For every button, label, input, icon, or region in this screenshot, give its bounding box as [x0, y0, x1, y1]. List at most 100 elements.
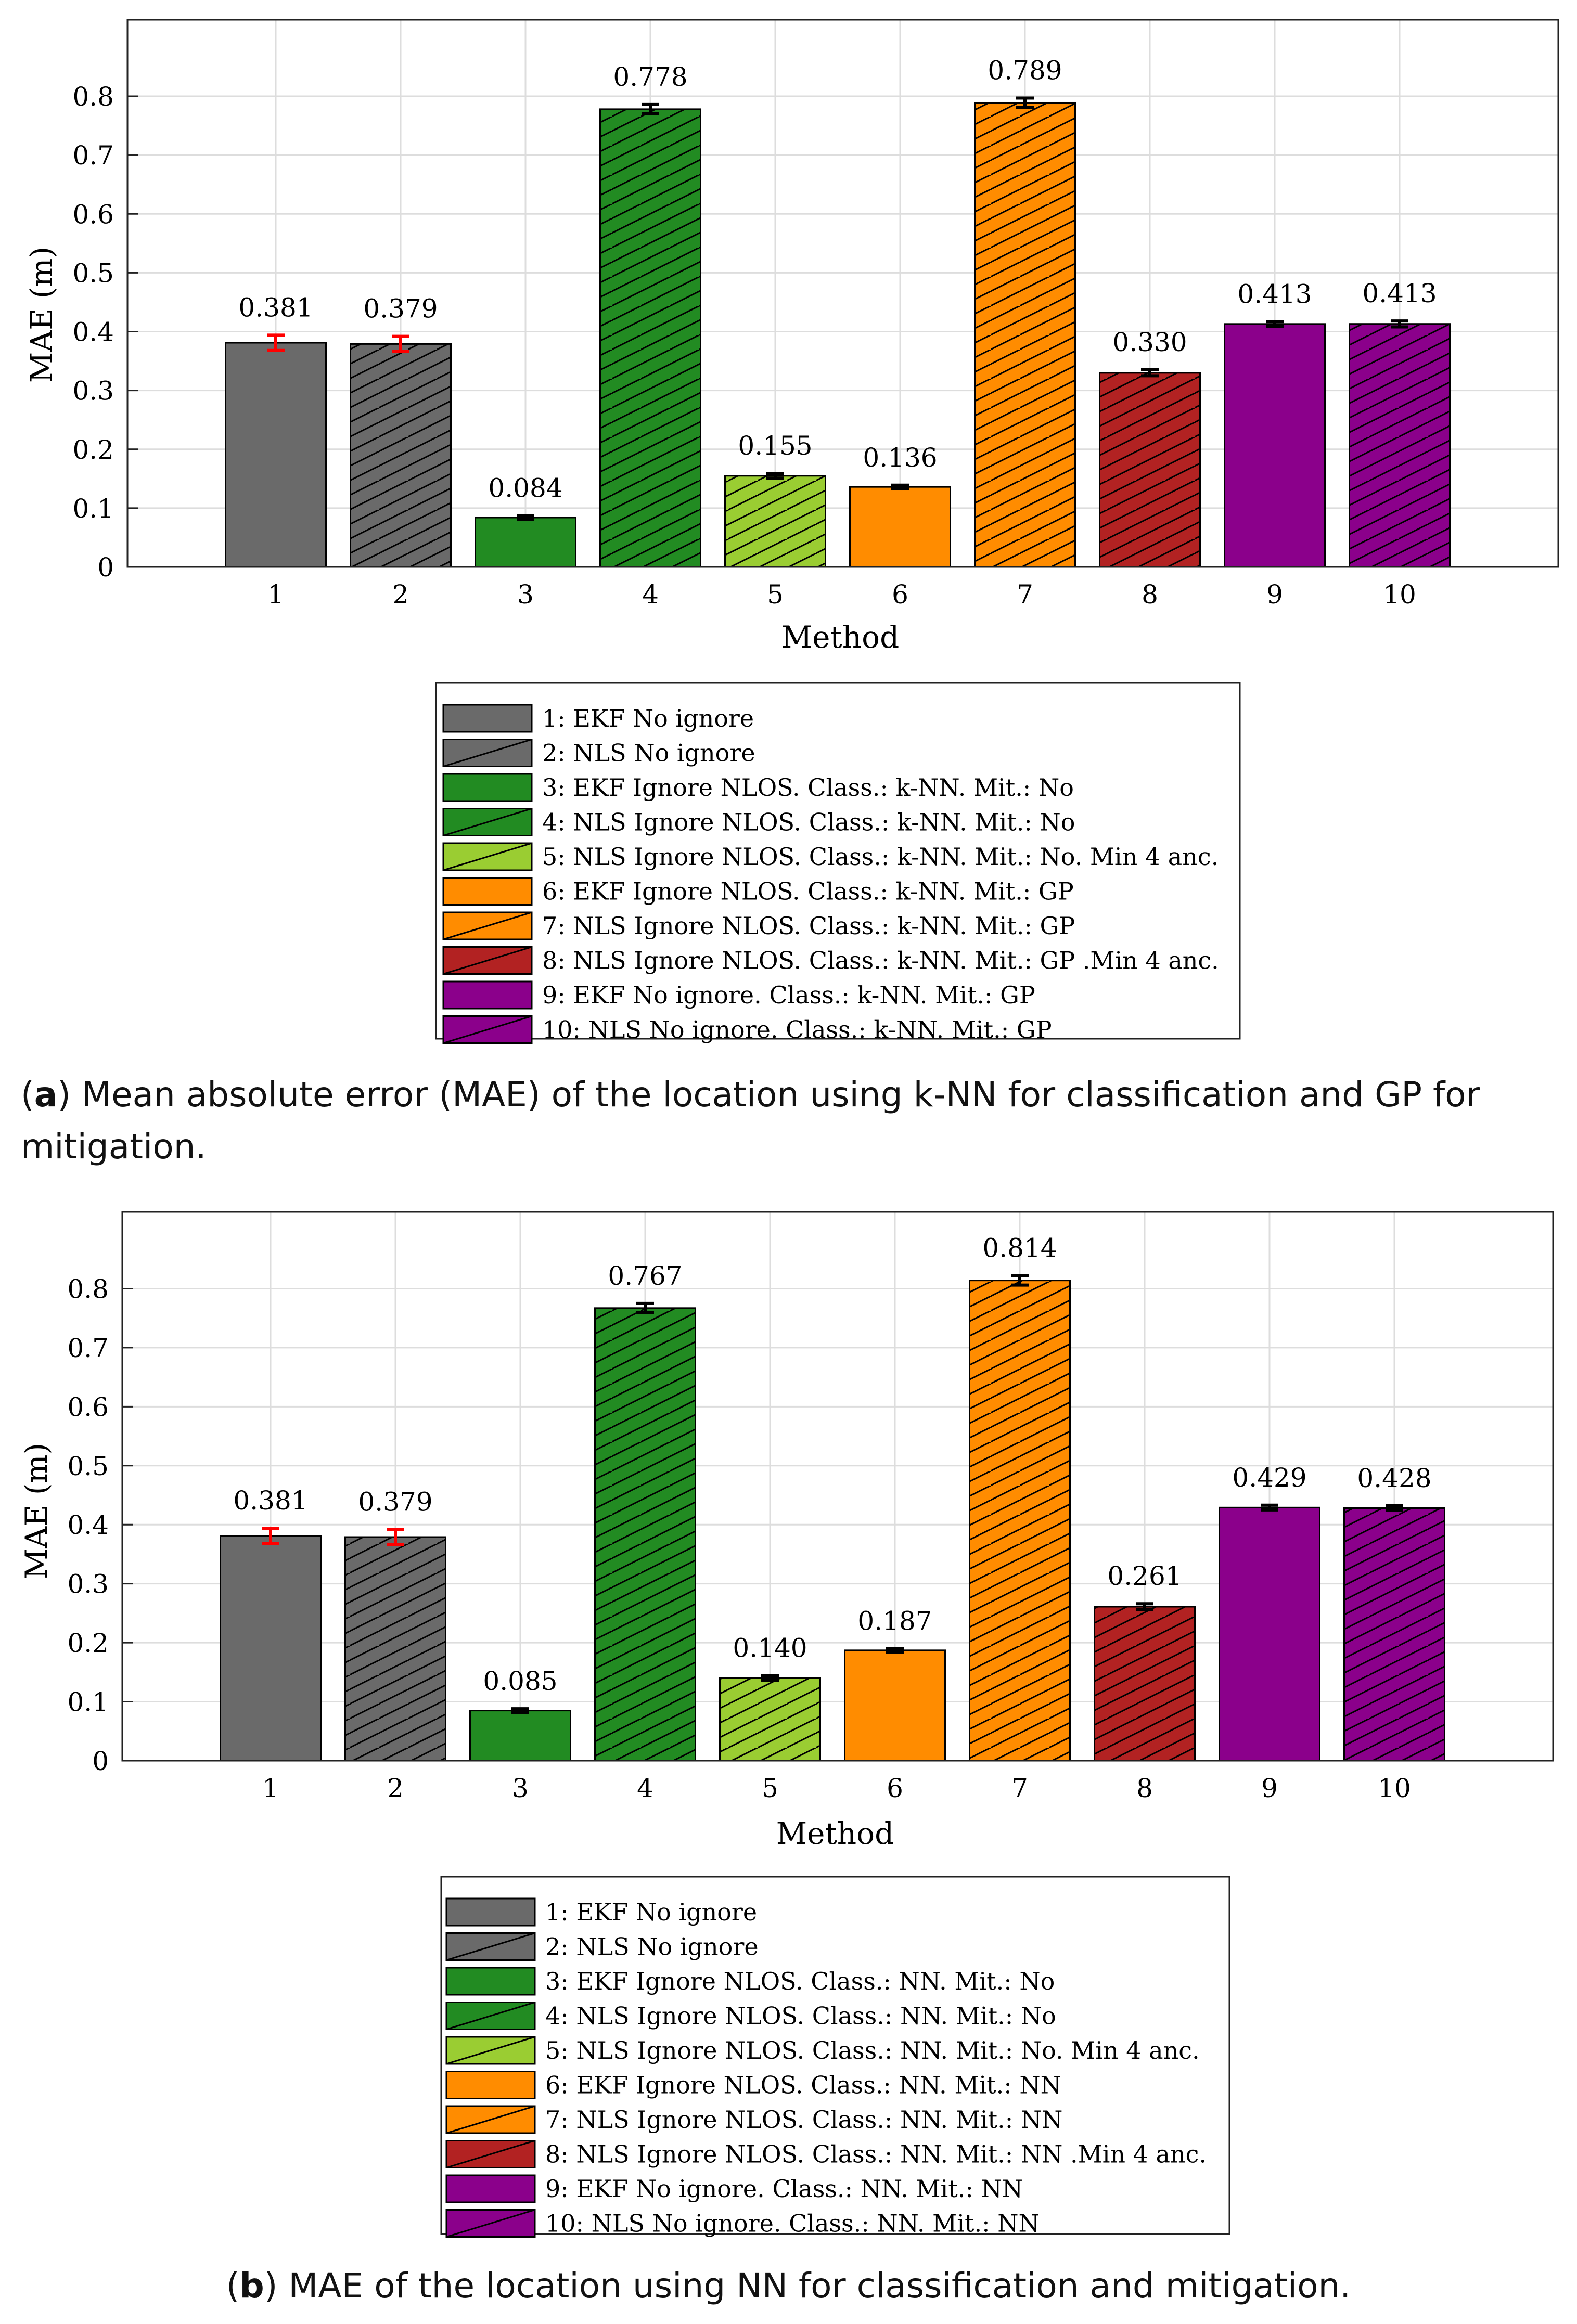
ylabel-a: MAE (m) — [24, 247, 59, 383]
bar — [225, 342, 327, 568]
caption-a-label: a — [34, 1075, 58, 1115]
bar-hatch — [594, 1307, 696, 1762]
legend-entry: 6: EKF Ignore NLOS. Class.: k-NN. Mit.: … — [542, 877, 1074, 906]
data-label: 0.136 — [863, 443, 937, 473]
bar — [844, 1649, 946, 1762]
legend-entry: 5: NLS Ignore NLOS. Class.: NN. Mit.: No… — [545, 2036, 1200, 2064]
legend-entry: 10: NLS No ignore. Class.: NN. Mit.: NN — [545, 2210, 1040, 2238]
y-tick-label: 0.4 — [67, 1510, 109, 1540]
data-label: 0.429 — [1232, 1463, 1306, 1493]
error-bar — [642, 102, 659, 115]
x-tick-label: 5 — [762, 1773, 778, 1803]
data-label: 0.381 — [233, 1486, 307, 1516]
error-bar — [262, 1527, 279, 1545]
error-bar — [1011, 1274, 1029, 1287]
legend-entry: 9: EKF No ignore. Class.: k-NN. Mit.: GP — [542, 981, 1035, 1009]
y-tick-label: 0.3 — [67, 1569, 109, 1599]
bar-hatch — [719, 1677, 821, 1762]
error-bar — [267, 333, 285, 352]
error-bar — [392, 334, 409, 353]
error-bar — [517, 514, 534, 521]
x-tick-label: 6 — [887, 1773, 903, 1803]
error-bar — [886, 1647, 904, 1654]
legend-swatch — [445, 2174, 536, 2203]
bar — [475, 517, 576, 568]
y-tick-label: 0.1 — [72, 494, 114, 524]
data-label: 0.085 — [483, 1666, 557, 1696]
x-tick-label: 1 — [262, 1773, 279, 1803]
legend-box — [435, 682, 1241, 1040]
x-tick-label: 4 — [637, 1773, 653, 1803]
error-bar — [1136, 1602, 1153, 1611]
y-tick-label: 0.6 — [72, 199, 114, 229]
caption-a-text: Mean absolute error (MAE) of the locatio… — [21, 1075, 1480, 1167]
y-tick-label: 0.5 — [72, 258, 114, 288]
xlabel-a: Method — [781, 619, 899, 655]
x-tick-label: 7 — [1017, 579, 1033, 610]
error-bar — [511, 1707, 529, 1714]
y-tick-label: 0.4 — [72, 317, 114, 347]
data-label: 0.261 — [1107, 1561, 1182, 1591]
legend-entry: 3: EKF Ignore NLOS. Class.: NN. Mit.: No — [545, 1967, 1055, 1995]
legend-swatch — [445, 1967, 536, 1996]
legend-entry: 2: NLS No ignore — [542, 739, 755, 767]
data-label: 0.381 — [238, 292, 313, 322]
error-bar — [1261, 1503, 1278, 1512]
caption-b-label: b — [239, 2266, 264, 2306]
bar — [1219, 1506, 1320, 1762]
error-bar — [1386, 1504, 1403, 1513]
legend-swatch — [445, 1897, 536, 1927]
legend-entry: 1: EKF No ignore — [545, 1898, 757, 1926]
legend: 1: EKF No ignore 2: NLS No ignore 3: EKF I… — [440, 1876, 1230, 2238]
x-tick-label: 7 — [1011, 1773, 1028, 1803]
caption-b-text: MAE of the location using NN for classif… — [277, 2266, 1351, 2306]
legend-entry: 6: EKF Ignore NLOS. Class.: NN. Mit.: NN — [545, 2071, 1061, 2099]
x-tick-label: 2 — [392, 579, 409, 610]
caption-b: (b) MAE of the location using NN for cla… — [226, 2266, 1351, 2306]
y-tick-label: 0 — [92, 1746, 109, 1776]
legend-swatch-hatch — [443, 739, 532, 767]
bar-hatch — [724, 475, 826, 568]
legend: 1: EKF No ignore 2: NLS No ignore 3: EKF I… — [435, 682, 1241, 1044]
legend-entry: 8: NLS Ignore NLOS. Class.: k-NN. Mit.: … — [542, 947, 1219, 975]
data-label: 0.413 — [1237, 279, 1312, 309]
x-tick-label: 8 — [1142, 579, 1158, 610]
bar-hatch — [1094, 1606, 1196, 1762]
legend-swatch — [442, 980, 533, 1010]
y-tick-label: 0 — [97, 552, 114, 583]
data-label: 0.767 — [608, 1261, 682, 1291]
x-tick-label: 3 — [517, 579, 534, 610]
bar — [849, 486, 951, 568]
legend-swatch-hatch — [446, 2140, 535, 2168]
data-label: 0.187 — [857, 1606, 932, 1636]
data-label: 0.379 — [363, 294, 438, 324]
legend-swatch — [445, 2071, 536, 2099]
x-tick-label: 9 — [1266, 579, 1283, 610]
axes-box — [126, 19, 1559, 568]
bar-hatch — [1343, 1507, 1445, 1762]
x-tick-label: 5 — [767, 579, 784, 610]
legend-entry: 7: NLS Ignore NLOS. Class.: NN. Mit.: NN — [545, 2106, 1062, 2134]
legend-entry: 4: NLS Ignore NLOS. Class.: NN. Mit.: No — [545, 2002, 1056, 2030]
error-bar — [387, 1528, 404, 1546]
legend-swatch-hatch — [446, 2002, 535, 2030]
legend-swatch-hatch — [446, 2036, 535, 2065]
error-bar — [1016, 96, 1034, 109]
error-bar — [1391, 319, 1408, 329]
data-label: 0.330 — [1112, 327, 1187, 357]
x-tick-label: 2 — [387, 1773, 404, 1803]
legend-entry: 8: NLS Ignore NLOS. Class.: NN. Mit.: NN… — [545, 2140, 1207, 2168]
x-tick-label: 10 — [1383, 579, 1416, 610]
error-bar — [766, 472, 784, 480]
x-tick-label: 1 — [267, 579, 284, 610]
bar-hatch — [599, 108, 701, 568]
x-tick-label: 9 — [1261, 1773, 1278, 1803]
y-tick-label: 0.7 — [72, 140, 114, 171]
legend-entry: 2: NLS No ignore — [545, 1933, 759, 1961]
data-label: 0.413 — [1362, 278, 1437, 308]
legend-entry: 3: EKF Ignore NLOS. Class.: k-NN. Mit.: … — [542, 773, 1074, 802]
y-tick-label: 0.2 — [72, 435, 114, 465]
error-bar — [1141, 368, 1159, 378]
plot-area — [127, 20, 1558, 567]
